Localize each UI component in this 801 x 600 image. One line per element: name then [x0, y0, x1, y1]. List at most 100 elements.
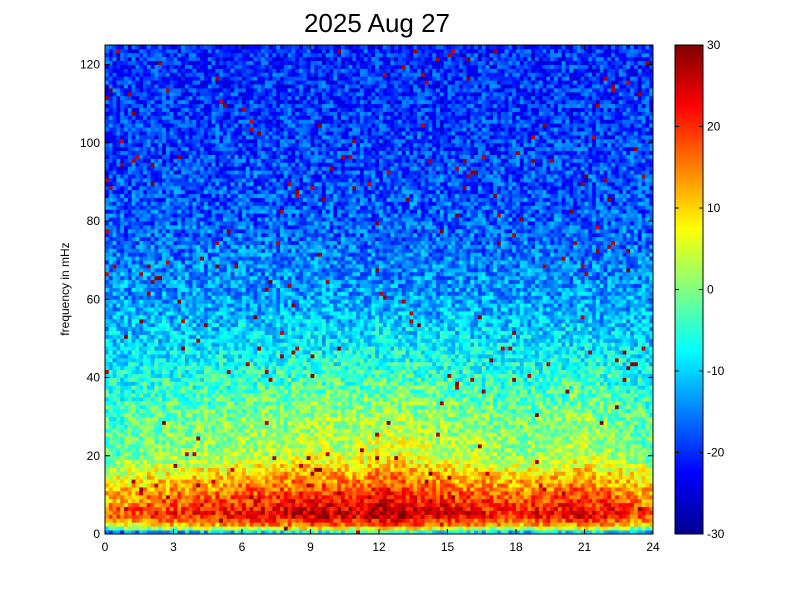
heatmap-cell — [184, 174, 190, 179]
heatmap-cell — [242, 142, 247, 148]
heatmap-cell — [124, 440, 129, 445]
heatmap-cell — [230, 522, 235, 527]
heatmap-cell — [120, 404, 125, 410]
heatmap-cell — [207, 283, 212, 288]
heatmap-cell — [215, 346, 220, 351]
heatmap-cell — [139, 174, 144, 179]
heatmap-cell — [139, 346, 144, 351]
heatmap-cell — [158, 404, 163, 410]
heatmap-cell — [165, 260, 171, 265]
heatmap-cell — [131, 279, 136, 285]
heatmap-cell — [139, 178, 144, 183]
heatmap-cell — [173, 283, 178, 288]
heatmap-cell — [230, 389, 235, 394]
heatmap-cell — [253, 350, 258, 355]
heatmap-cell — [184, 373, 190, 378]
heatmap-cell — [158, 400, 163, 406]
heatmap-cell — [131, 455, 136, 461]
heatmap-cell — [181, 381, 186, 386]
heatmap-cell — [215, 197, 220, 202]
heatmap-cell — [238, 248, 243, 253]
heatmap-cell — [131, 350, 136, 355]
heatmap-cell — [234, 209, 239, 214]
heatmap-cell — [203, 103, 209, 108]
heatmap-cell — [215, 60, 220, 65]
heatmap-cell — [200, 444, 205, 449]
heatmap-cell — [124, 224, 129, 230]
heatmap-cell — [154, 236, 159, 241]
heatmap-cell — [173, 68, 178, 73]
heatmap-cell — [169, 518, 174, 523]
heatmap-cell — [245, 408, 251, 414]
heatmap-cell — [230, 428, 235, 433]
heatmap-cell — [215, 264, 220, 269]
heatmap-cell — [165, 326, 171, 331]
heatmap-cell — [124, 48, 129, 54]
heatmap-cell — [143, 134, 148, 140]
heatmap-cell — [105, 267, 110, 273]
heatmap-cell — [192, 56, 197, 62]
heatmap-cell — [238, 256, 243, 261]
heatmap-cell — [200, 459, 205, 464]
heatmap-cell — [200, 205, 205, 210]
heatmap-cell — [162, 428, 167, 433]
heatmap-cell — [135, 385, 140, 390]
heatmap-cell — [192, 451, 197, 457]
heatmap-cell — [139, 510, 144, 515]
heatmap-cell — [181, 424, 186, 429]
heatmap-cell — [124, 295, 129, 300]
heatmap-cell — [162, 142, 167, 148]
heatmap-cell — [143, 346, 148, 351]
heatmap-cell — [127, 475, 133, 480]
heatmap-cell — [158, 526, 163, 531]
heatmap-cell — [242, 530, 247, 535]
heatmap-cell — [135, 275, 140, 281]
heatmap-cell — [135, 479, 140, 484]
heatmap-cell — [146, 60, 152, 65]
heatmap-cell — [200, 518, 205, 523]
heatmap-cell — [234, 463, 239, 468]
heatmap-cell — [177, 303, 182, 308]
heatmap-cell — [131, 408, 136, 414]
heatmap-cell — [234, 318, 239, 324]
heatmap-cell — [196, 162, 201, 167]
heatmap-cell — [226, 72, 231, 77]
heatmap-cell — [150, 240, 155, 245]
heatmap-cell — [154, 267, 159, 273]
heatmap-cell — [108, 45, 114, 50]
heatmap-cell — [162, 119, 167, 124]
heatmap-cell — [200, 189, 205, 195]
heatmap-cell — [127, 514, 133, 519]
heatmap-cell — [135, 444, 140, 449]
heatmap-cell — [215, 201, 220, 206]
heatmap-cell — [181, 197, 186, 202]
heatmap-cell — [215, 170, 220, 175]
heatmap-cell — [215, 303, 220, 308]
heatmap-cell — [120, 342, 125, 347]
heatmap-cell — [108, 119, 114, 124]
heatmap-cell — [230, 88, 235, 93]
heatmap-cell — [143, 91, 148, 97]
heatmap-cell — [177, 248, 182, 253]
heatmap-cell — [108, 487, 114, 492]
heatmap-cell — [139, 295, 144, 300]
heatmap-cell — [200, 236, 205, 241]
heatmap-cell — [169, 404, 174, 410]
heatmap-cell — [154, 451, 159, 457]
heatmap-cell — [211, 240, 216, 245]
heatmap-cell — [131, 174, 136, 179]
heatmap-cell — [162, 400, 167, 406]
heatmap-cell — [219, 447, 224, 453]
heatmap-cell — [207, 314, 212, 320]
heatmap-cell — [146, 283, 152, 288]
heatmap-cell — [169, 400, 174, 406]
heatmap-cell — [234, 451, 239, 457]
heatmap-cell — [177, 131, 182, 136]
heatmap-cell — [253, 166, 258, 171]
heatmap-cell — [200, 68, 205, 73]
heatmap-cell — [188, 158, 193, 163]
heatmap-cell — [222, 127, 228, 132]
heatmap-cell — [143, 154, 148, 159]
heatmap-cell — [230, 412, 235, 418]
heatmap-cell — [127, 291, 133, 296]
